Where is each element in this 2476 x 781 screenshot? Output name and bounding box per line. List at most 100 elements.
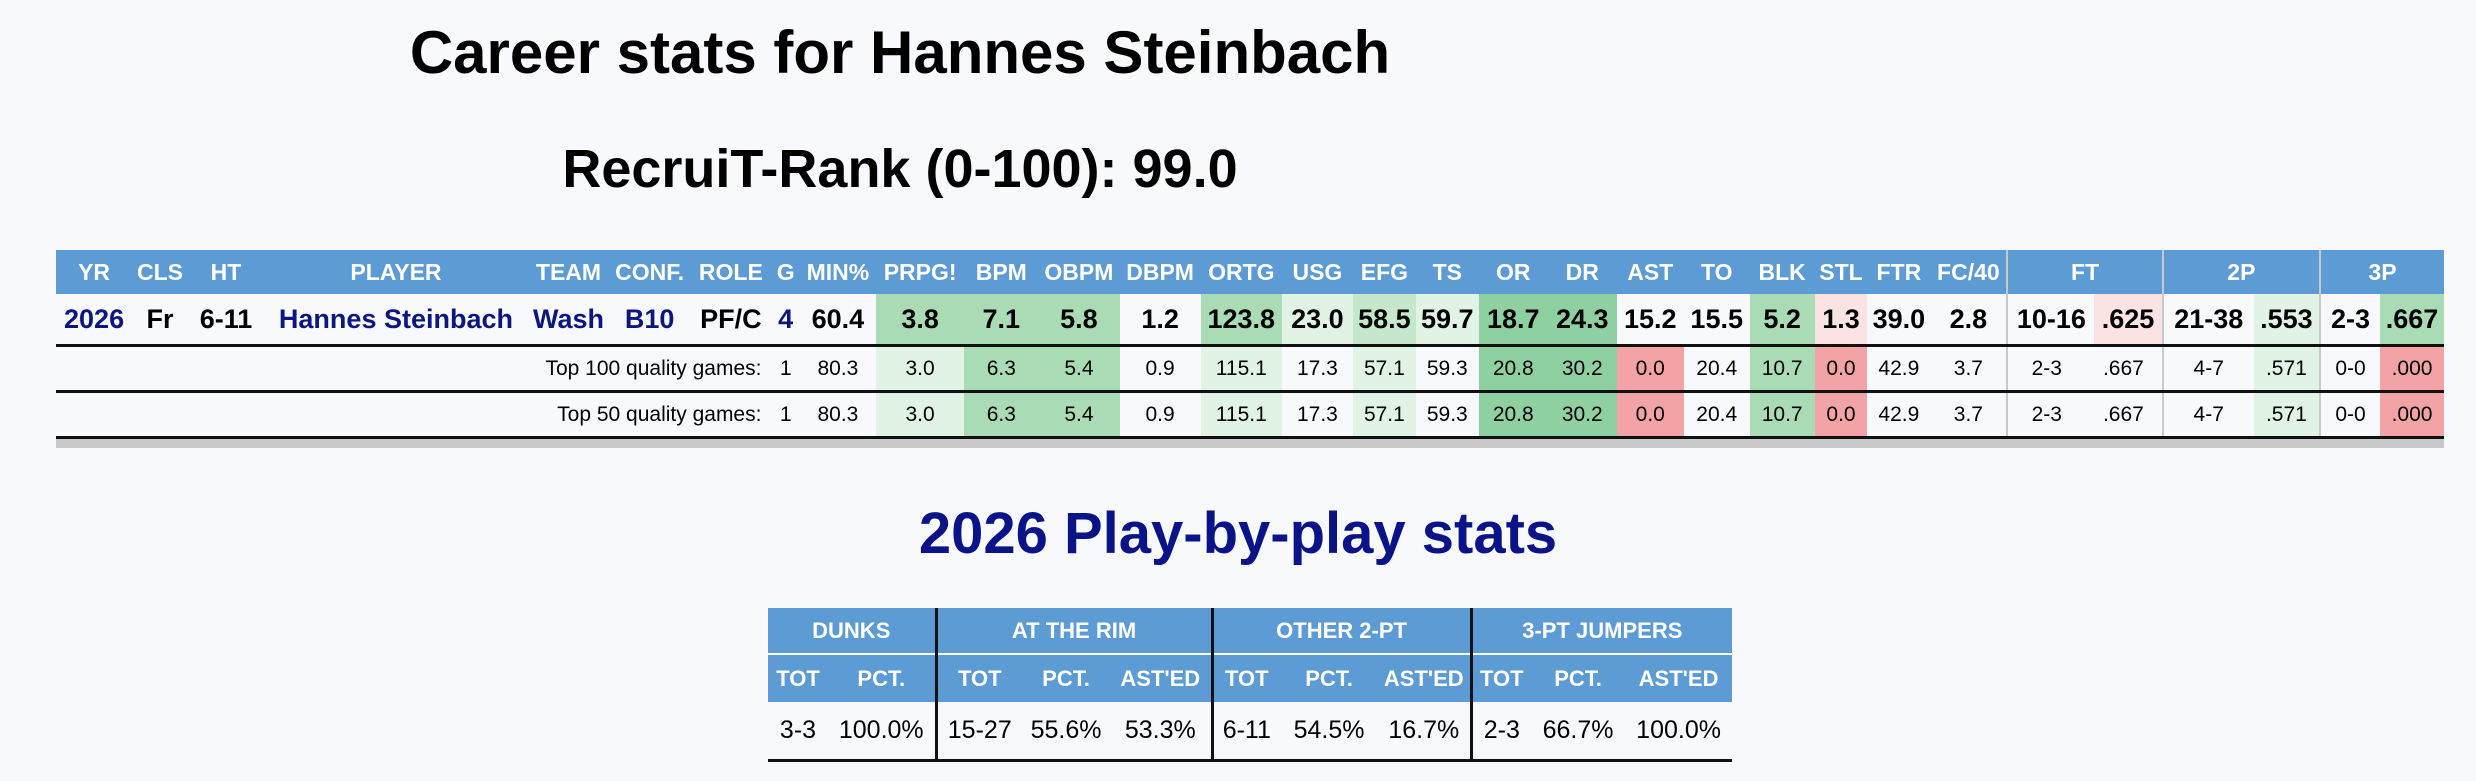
3p-pct: .667 — [2380, 294, 2444, 343]
col-3p[interactable]: 3P — [2319, 250, 2444, 294]
pbp-data-row: 3-3 100.0% 15-27 55.6% 53.3% 6-11 54.5% … — [768, 702, 1733, 762]
player-link[interactable]: Hannes Steinbach — [264, 294, 528, 347]
conf-link[interactable]: B10 — [609, 294, 691, 347]
col-blk[interactable]: BLK — [1749, 250, 1815, 294]
col-fc40[interactable]: FC/40 — [1930, 250, 2008, 294]
3p-split: 2-3 .667 — [2322, 294, 2444, 343]
sub-asted: AST'ED — [1625, 653, 1733, 702]
usg-cell: 23.0 — [1281, 294, 1353, 347]
dbpm-cell: 0.9 — [1119, 345, 1201, 393]
2p-cell: 4-7 .571 — [2161, 391, 2320, 439]
3p-made: 0-0 — [2335, 402, 2366, 426]
ft-made: 2-3 — [2031, 402, 2062, 426]
col-obpm[interactable]: OBPM — [1038, 250, 1120, 294]
col-or[interactable]: OR — [1478, 250, 1548, 294]
efg-cell: 57.1 — [1352, 345, 1416, 393]
col-to[interactable]: TO — [1683, 250, 1750, 294]
dunks-tot: 3-3 — [768, 702, 828, 762]
ft-pct: .625 — [2094, 294, 2162, 343]
group-other-2pt: OTHER 2-PT — [1210, 608, 1472, 654]
ast-cell: 0.0 — [1616, 391, 1684, 439]
col-team[interactable]: TEAM — [527, 250, 610, 294]
col-player[interactable]: PLAYER — [264, 250, 528, 294]
2p-split: 21-38 .553 — [2165, 294, 2319, 343]
recruit-rank: RecruiT-Rank (0-100): 99.0 — [562, 139, 1238, 199]
ft-pct: .667 — [2102, 402, 2144, 426]
other2-tot: 6-11 — [1210, 702, 1281, 762]
games-link[interactable]: 4 — [771, 294, 800, 347]
pbp-table: DUNKS AT THE RIM OTHER 2-PT 3-PT JUMPERS… — [768, 608, 1733, 762]
ortg-cell: 115.1 — [1200, 391, 1282, 439]
group-at-rim: AT THE RIM — [934, 608, 1213, 654]
col-cls[interactable]: CLS — [132, 250, 188, 294]
ft-made: 10-16 — [2016, 303, 2086, 334]
3p-pct: .000 — [2380, 393, 2444, 435]
role-cell: PF/C — [690, 294, 772, 347]
ftr-cell: 42.9 — [1867, 391, 1931, 439]
ast-cell: 15.2 — [1616, 294, 1684, 347]
col-min[interactable]: MIN% — [799, 250, 876, 294]
col-g[interactable]: G — [771, 250, 800, 294]
dr-cell: 30.2 — [1547, 345, 1617, 393]
three-pct: 66.7% — [1531, 702, 1626, 762]
sub-asted: AST'ED — [1378, 653, 1472, 702]
to-cell: 15.5 — [1683, 294, 1750, 347]
ts-cell: 59.7 — [1415, 294, 1479, 347]
col-dbpm[interactable]: DBPM — [1119, 250, 1201, 294]
sub-tot: TOT — [1210, 653, 1281, 702]
ftr-cell: 42.9 — [1867, 345, 1931, 393]
col-stl[interactable]: STL — [1814, 250, 1868, 294]
ts-cell: 59.3 — [1415, 345, 1479, 393]
col-usg[interactable]: USG — [1281, 250, 1353, 294]
obpm-cell: 5.4 — [1038, 345, 1120, 393]
sub-pct: PCT. — [1531, 653, 1626, 702]
dbpm-cell: 0.9 — [1119, 391, 1201, 439]
col-ht[interactable]: HT — [187, 250, 265, 294]
stl-cell: 1.3 — [1814, 294, 1868, 347]
col-dr[interactable]: DR — [1547, 250, 1617, 294]
team-link[interactable]: Wash — [527, 294, 610, 347]
3p-cell: 0-0 .000 — [2319, 391, 2444, 439]
3p-pct: .000 — [2380, 347, 2444, 389]
col-yr[interactable]: YR — [56, 250, 133, 294]
ftr-cell: 39.0 — [1867, 294, 1931, 347]
table-footer-bar — [56, 437, 2444, 448]
2p-made: 4-7 — [2193, 402, 2224, 426]
min-cell: 60.4 — [799, 294, 876, 347]
pbp-subheader-row: TOT PCT. TOT PCT. AST'ED TOT PCT. AST'ED… — [768, 653, 1733, 702]
2p-made: 4-7 — [2193, 356, 2224, 380]
col-ft[interactable]: FT — [2006, 250, 2163, 294]
ft-split: 2-3 .667 — [2009, 347, 2161, 389]
or-cell: 18.7 — [1478, 294, 1548, 347]
prpg-cell: 3.0 — [875, 345, 965, 393]
sub-pct: PCT. — [1280, 653, 1379, 702]
ts-cell: 59.3 — [1415, 391, 1479, 439]
ft-split: 10-16 .625 — [2009, 294, 2162, 343]
bpm-cell: 7.1 — [964, 294, 1039, 347]
other2-asted: 16.7% — [1378, 702, 1472, 762]
col-ortg[interactable]: ORTG — [1200, 250, 1282, 294]
col-prpg[interactable]: PRPG! — [875, 250, 965, 294]
group-dunks: DUNKS — [768, 608, 937, 654]
prpg-cell: 3.0 — [875, 391, 965, 439]
2p-pct: .571 — [2253, 393, 2319, 435]
col-efg[interactable]: EFG — [1352, 250, 1416, 294]
3p-made: 2-3 — [2331, 303, 2371, 334]
col-ftr[interactable]: FTR — [1867, 250, 1931, 294]
3p-cell: 0-0 .000 — [2319, 345, 2444, 393]
col-bpm[interactable]: BPM — [964, 250, 1039, 294]
sub-pct: PCT. — [1022, 653, 1111, 702]
dr-cell: 24.3 — [1547, 294, 1617, 347]
g-cell: 1 — [771, 345, 800, 393]
min-cell: 80.3 — [799, 345, 876, 393]
col-ast[interactable]: AST — [1616, 250, 1684, 294]
col-2p[interactable]: 2P — [2161, 250, 2320, 294]
col-ts[interactable]: TS — [1415, 250, 1479, 294]
2p-split: 4-7 .571 — [2165, 393, 2319, 435]
col-conf[interactable]: CONF. — [609, 250, 691, 294]
3p-cell: 2-3 .667 — [2319, 294, 2444, 347]
top100-label: Top 100 quality games: — [56, 345, 772, 393]
2p-cell: 4-7 .571 — [2161, 345, 2320, 393]
col-role[interactable]: ROLE — [690, 250, 772, 294]
year-link[interactable]: 2026 — [56, 294, 133, 347]
